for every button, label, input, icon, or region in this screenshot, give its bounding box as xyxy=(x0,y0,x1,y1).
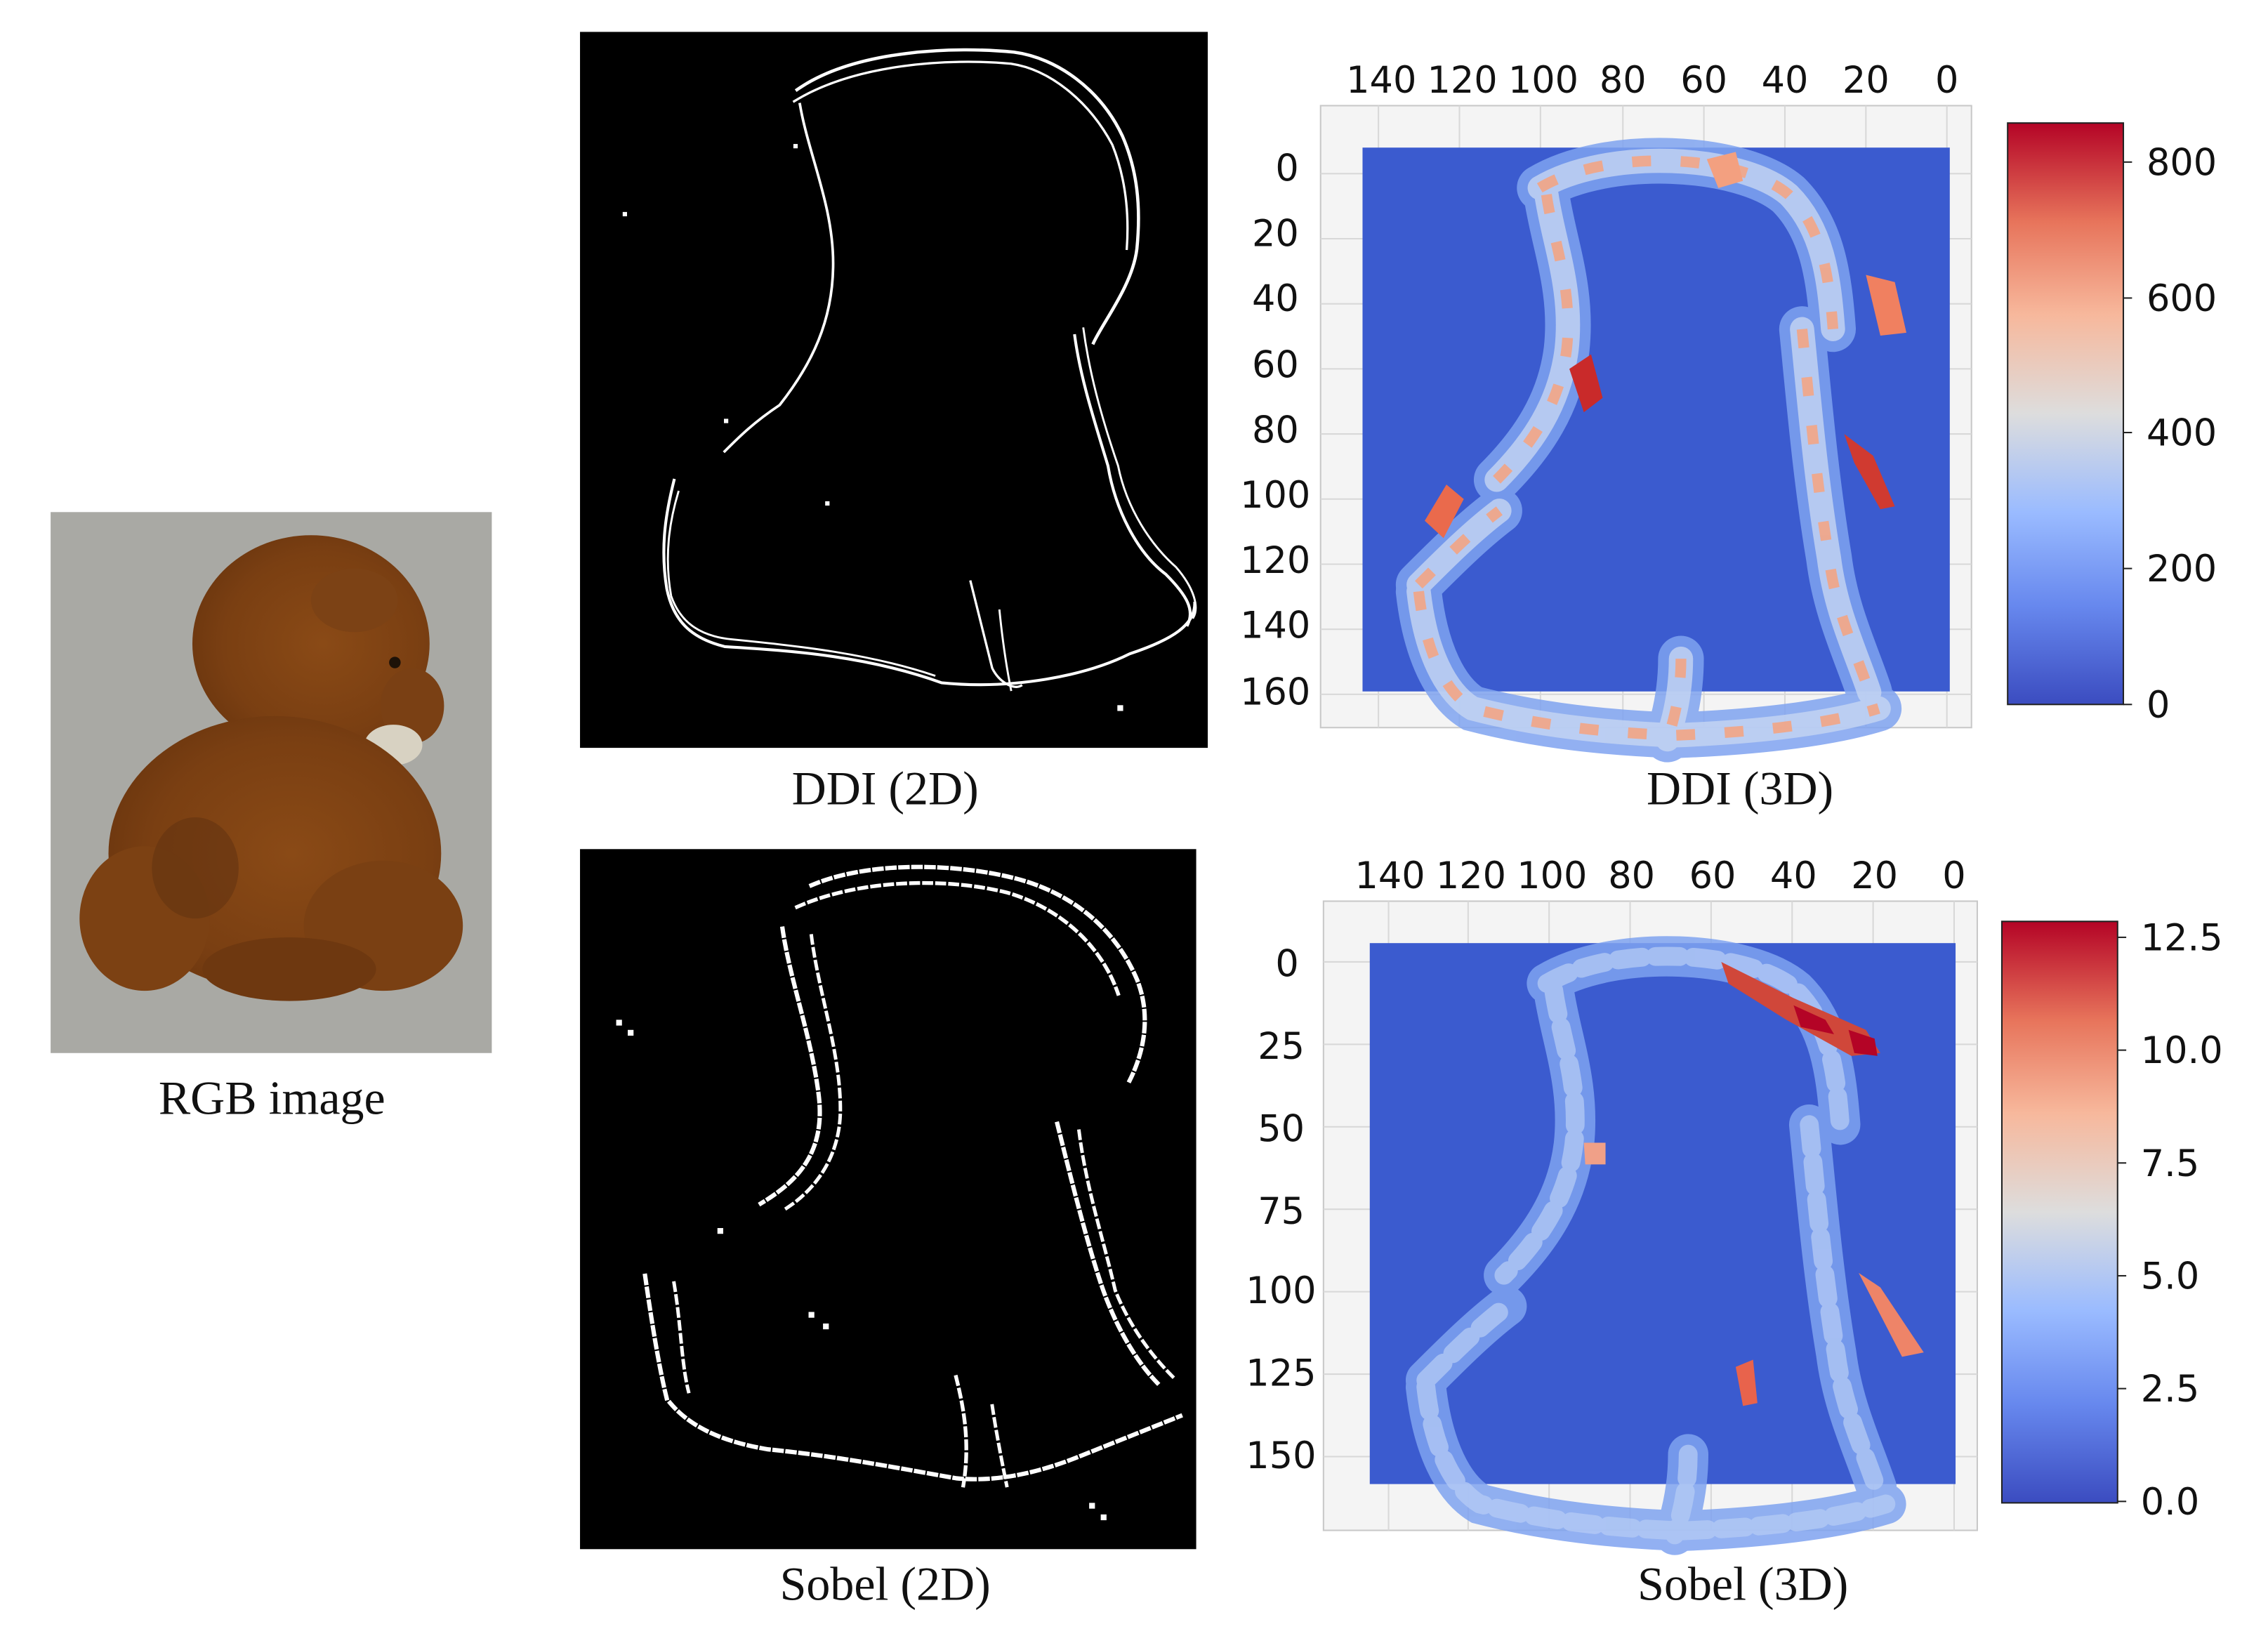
y-tick: 40 xyxy=(1252,277,1299,320)
y-tick: 120 xyxy=(1240,539,1310,582)
colorbar-tick: 200 xyxy=(2147,548,2217,591)
colorbar-tick: 5.0 xyxy=(2141,1255,2200,1298)
y-tick: 160 xyxy=(1240,671,1310,713)
x-tick: 20 xyxy=(1851,855,1898,897)
x-tick: 40 xyxy=(1762,59,1809,102)
x-tick: 20 xyxy=(1842,59,1890,102)
y-tick: 100 xyxy=(1246,1269,1316,1312)
x-tick: 60 xyxy=(1680,59,1727,102)
sobel-2d-panel: Sobel (2D) xyxy=(580,849,1196,1610)
x-tick: 100 xyxy=(1508,59,1578,102)
x-tick: 80 xyxy=(1608,855,1655,897)
colorbar-tick: 12.5 xyxy=(2141,916,2223,959)
ddi-2d-edge-map xyxy=(580,32,1208,748)
y-tick: 125 xyxy=(1246,1352,1316,1395)
y-tick: 25 xyxy=(1258,1025,1305,1068)
ddi-3d-colorbar: 800 600 400 200 0 xyxy=(2007,123,2217,727)
y-tick: 150 xyxy=(1246,1434,1316,1477)
sobel-3d-colorbar: 12.5 10.0 7.5 5.0 2.5 0.0 xyxy=(2002,916,2223,1523)
colorbar-tick: 0 xyxy=(2147,684,2170,727)
sobel-3d-y-ticks: 0 25 50 75 100 125 150 xyxy=(1246,943,1316,1477)
y-tick: 0 xyxy=(1275,943,1298,986)
colorbar-tick: 7.5 xyxy=(2141,1142,2200,1185)
x-tick: 0 xyxy=(1942,855,1965,897)
y-tick: 100 xyxy=(1240,474,1310,517)
colorbar-tick: 400 xyxy=(2147,412,2217,455)
colorbar-gradient xyxy=(2007,123,2123,704)
x-tick: 60 xyxy=(1689,855,1736,897)
y-tick: 75 xyxy=(1258,1190,1305,1233)
ddi-3d-x-ticks: 140 120 100 80 60 40 20 0 xyxy=(1346,59,1958,102)
y-tick: 50 xyxy=(1258,1107,1305,1150)
colorbar-tick: 2.5 xyxy=(2141,1368,2200,1411)
ddi-3d-y-ticks: 0 20 40 60 80 100 120 140 160 xyxy=(1240,147,1310,714)
sobel-3d-surface xyxy=(1370,943,1956,1484)
ddi-3d-panel: 140 120 100 80 60 40 20 0 0 20 40 60 80 … xyxy=(1240,59,2217,814)
caption-ddi-2d: DDI (2D) xyxy=(792,761,979,814)
y-tick: 140 xyxy=(1240,605,1310,647)
y-tick: 20 xyxy=(1252,212,1299,255)
x-tick: 120 xyxy=(1436,855,1506,897)
colorbar-tick: 0.0 xyxy=(2141,1481,2200,1524)
caption-sobel-3d: Sobel (3D) xyxy=(1637,1557,1848,1610)
colorbar-gradient xyxy=(2002,921,2118,1503)
rgb-image-panel: RGB image xyxy=(51,512,492,1124)
caption-ddi-3d: DDI (3D) xyxy=(1647,761,1833,814)
ddi-2d-panel: DDI (2D) xyxy=(580,32,1208,814)
x-tick: 100 xyxy=(1517,855,1587,897)
x-tick: 40 xyxy=(1770,855,1817,897)
x-tick: 80 xyxy=(1600,59,1647,102)
sobel-3d-x-ticks: 140 120 100 80 60 40 20 0 xyxy=(1354,855,1965,897)
y-tick: 60 xyxy=(1252,344,1299,387)
x-tick: 0 xyxy=(1935,59,1958,102)
x-tick: 140 xyxy=(1346,59,1416,102)
sobel-2d-edge-map xyxy=(580,849,1196,1549)
x-tick: 120 xyxy=(1427,59,1497,102)
colorbar-tick: 800 xyxy=(2147,141,2217,184)
caption-sobel-2d: Sobel (2D) xyxy=(780,1557,991,1610)
colorbar-tick: 10.0 xyxy=(2141,1029,2223,1072)
x-tick: 140 xyxy=(1354,855,1425,897)
caption-rgb-image: RGB image xyxy=(159,1071,385,1124)
y-tick: 80 xyxy=(1252,409,1299,451)
sobel-3d-panel: 140 120 100 80 60 40 20 0 0 25 50 75 100… xyxy=(1246,855,2222,1610)
colorbar-tick: 600 xyxy=(2147,277,2217,320)
y-tick: 0 xyxy=(1275,147,1298,190)
